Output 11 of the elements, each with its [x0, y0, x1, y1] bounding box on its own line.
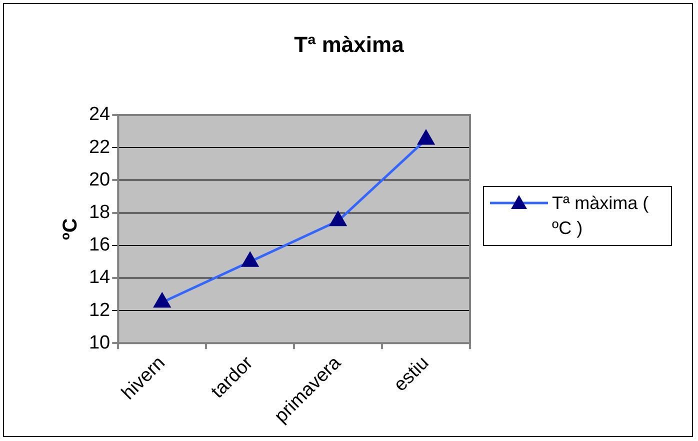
y-tick-label: 16	[88, 234, 110, 256]
y-axis-title: ºC	[60, 218, 82, 240]
y-tick-label: 14	[88, 267, 111, 288]
y-tick-label: 24	[88, 104, 111, 126]
y-tick-label: 18	[88, 202, 110, 224]
y-tick-label: 10	[88, 332, 110, 354]
chart-title: Tª màxima	[293, 32, 405, 58]
legend-label: Tª màxima ( ºC )	[552, 192, 650, 240]
y-tick-label: 20	[88, 169, 110, 190]
y-tick-label: 22	[88, 136, 110, 158]
y-tick-label: 12	[88, 300, 110, 321]
